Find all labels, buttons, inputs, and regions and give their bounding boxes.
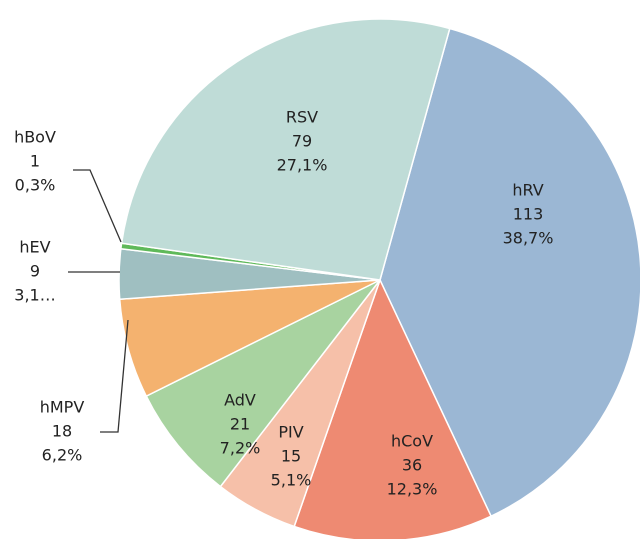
slice-value: 36: [402, 456, 422, 475]
slice-percent: 38,7%: [503, 229, 554, 248]
slice-percent: 7,2%: [220, 439, 261, 458]
slice-percent: 3,1…: [14, 286, 55, 305]
pie-slice: [379, 27, 640, 518]
slice-label: hEV: [19, 238, 50, 257]
slice-label: hBoV: [14, 128, 56, 147]
slice-value: 9: [30, 262, 40, 281]
slice-percent: 27,1%: [277, 156, 328, 175]
pie-slice: [120, 18, 451, 281]
slice-label: hRV: [512, 181, 543, 200]
pie-slice: [145, 279, 381, 488]
pie-slice: [293, 278, 493, 539]
slice-value: 1: [30, 152, 40, 171]
slice-label: PIV: [278, 423, 303, 442]
leader-line: [73, 169, 122, 243]
slice-percent: 0,3%: [15, 176, 56, 195]
slice-percent: 12,3%: [387, 480, 438, 499]
slice-percent: 5,1%: [271, 471, 312, 490]
slice-label: hCoV: [391, 432, 433, 451]
slice-label: RSV: [286, 108, 318, 127]
leader-line: [100, 319, 129, 433]
slice-value: 79: [292, 132, 312, 151]
slice-value: 113: [513, 205, 544, 224]
slice-value: 18: [52, 422, 72, 441]
slice-label: hMPV: [40, 398, 85, 417]
slice-label: AdV: [224, 391, 256, 410]
slice-value: 21: [230, 415, 250, 434]
slice-value: 15: [281, 447, 301, 466]
slice-percent: 6,2%: [42, 446, 83, 465]
